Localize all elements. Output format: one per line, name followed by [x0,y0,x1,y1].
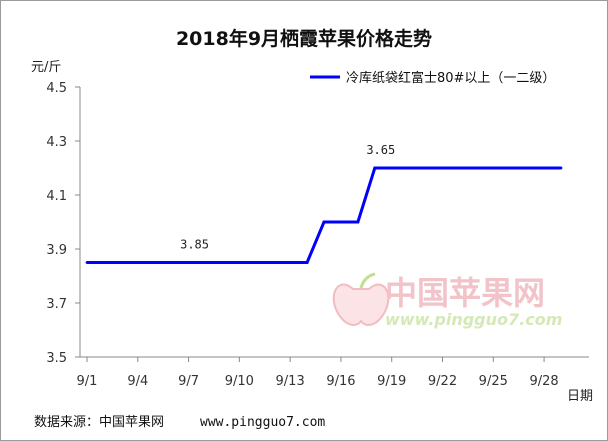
data-point [170,261,174,264]
x-tick-label: 9/16 [326,374,355,389]
data-point [305,261,309,264]
data-source-label: 数据来源：中国苹果网 [34,415,164,430]
data-source-url: www.pingguo7.com [200,415,325,430]
data-point [390,166,394,170]
data-point [356,220,360,224]
x-tick-label: 9/25 [479,374,508,389]
data-point [237,261,241,264]
x-axis-label: 日期 [567,389,593,404]
y-tick-label: 4.1 [46,189,67,204]
y-tick-label: 3.7 [46,297,67,312]
data-point [559,166,563,170]
data-point [474,166,478,170]
watermark-url: www.pingguo7.com [385,310,562,329]
data-label: 3.85 [180,238,209,252]
x-tick-label: 9/7 [178,374,199,389]
data-labels: 3.85 3.65 [180,143,395,252]
y-tick-label: 4.3 [46,135,67,150]
y-tick-label: 3.5 [46,351,67,366]
data-point [491,166,495,170]
legend-label: 冷库纸袋红富士80#以上（一二级） [346,70,555,86]
x-tick-label: 9/13 [276,374,305,389]
apple-logo-icon [332,272,390,326]
y-axis-unit: 元/斤 [31,60,61,75]
data-point [339,220,343,224]
watermark-name: 中国苹果网 [385,274,545,312]
data-point [373,166,377,170]
data-point [85,261,89,264]
chart-title: 2018年9月栖霞苹果价格走势 [176,27,432,50]
data-label: 3.65 [366,143,395,157]
x-ticks: 9/1 9/4 9/7 9/10 9/13 9/16 9/19 9/22 9/25 9/28 [77,357,559,389]
data-point [102,261,106,264]
data-point [187,261,190,264]
data-point [525,166,529,170]
legend: 冷库纸袋红富士80#以上（一二级） [310,70,555,86]
series-layer [85,166,563,264]
data-point [221,261,224,264]
watermark: 中国苹果网 www.pingguo7.com [332,272,562,329]
data-point [254,261,258,264]
data-point [322,220,326,224]
data-point [542,166,546,170]
x-tick-label: 9/1 [77,374,98,389]
data-point [204,261,207,264]
data-point [508,166,512,170]
x-tick-label: 9/19 [377,374,406,389]
x-tick-label: 9/4 [127,374,148,389]
data-point [119,261,123,264]
data-point [424,166,427,170]
y-tick-label: 4.5 [46,81,67,96]
data-point [407,166,411,170]
data-point [441,166,444,170]
data-point [288,261,292,264]
y-ticks: 3.5 3.7 3.9 4.1 4.3 4.5 [46,81,80,366]
series-line-0 [87,166,561,264]
x-tick-label: 9/28 [529,374,558,389]
y-tick-label: 3.9 [46,243,67,258]
x-tick-label: 9/10 [225,374,254,389]
data-point [271,261,275,264]
data-point [153,261,157,264]
x-tick-label: 9/22 [428,374,457,389]
data-point [136,261,140,264]
data-point [458,166,461,170]
